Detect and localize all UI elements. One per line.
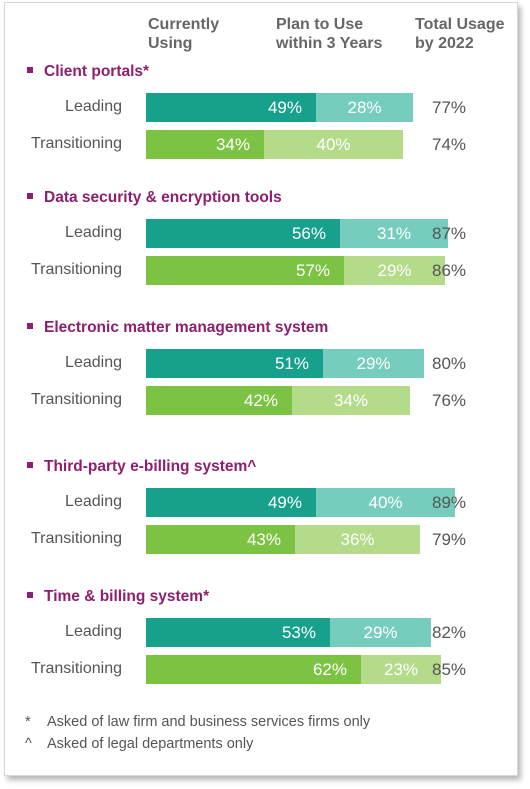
total-usage-value: 74% (432, 135, 467, 154)
section-title-text: Data security & encryption tools (44, 189, 282, 206)
row-label: Leading (65, 98, 122, 115)
column-header-currently-using: Currently Using (148, 16, 220, 52)
footnote-asterisk: * Asked of law firm and business services… (25, 714, 370, 730)
total-usage-value: 79% (432, 530, 467, 549)
footnote-text: Asked of law firm and business services … (47, 714, 371, 730)
bar-plan-to-use: 31% (340, 219, 448, 248)
bullet-square-icon (27, 591, 33, 598)
total-usage-value: 85% (432, 660, 467, 679)
row-label: Transitioning (30, 530, 122, 547)
column-header-total-usage: Total Usage by 2022 (415, 16, 505, 52)
bar-plan-to-use: 40% (264, 130, 403, 159)
bar-plan-to-use: 29% (330, 618, 431, 647)
total-usage-value: 77% (432, 98, 467, 117)
bar-current-using: 43% (146, 525, 295, 554)
bar-plan-to-use: 28% (316, 93, 413, 122)
bar-plan-to-use: 40% (316, 488, 455, 517)
section-title: Time & billing system* (27, 588, 209, 606)
section-title-text: Electronic matter management system (44, 319, 329, 336)
bar-current-using: 42% (146, 386, 292, 415)
row-label: Leading (65, 224, 122, 241)
chart-card: Currently Using Plan to Use within 3 Yea… (4, 2, 518, 776)
section-title: Data security & encryption tools (27, 189, 282, 207)
row-label: Transitioning (30, 391, 122, 408)
row-label: Leading (65, 623, 122, 640)
footnote-mark: ^ (25, 736, 32, 752)
total-usage-value: 87% (432, 224, 467, 243)
row-label: Leading (65, 354, 122, 371)
bar-plan-to-use: 29% (344, 256, 445, 285)
total-usage-value: 80% (432, 354, 467, 373)
bullet-square-icon (27, 461, 33, 468)
bullet-square-icon (27, 66, 33, 73)
section-title-text: Time & billing system* (44, 588, 210, 605)
bullet-square-icon (27, 192, 33, 199)
bar-plan-to-use: 29% (323, 349, 424, 378)
total-usage-value: 82% (432, 623, 467, 642)
footnote-text: Asked of legal departments only (47, 736, 254, 752)
section-title: Electronic matter management system (27, 319, 328, 337)
bar-current-using: 57% (146, 256, 344, 285)
row-label: Transitioning (30, 261, 122, 278)
bar-current-using: 51% (146, 349, 323, 378)
footnote-caret: ^ Asked of legal departments only (25, 736, 253, 752)
total-usage-value: 86% (432, 261, 467, 280)
bar-current-using: 34% (146, 130, 264, 159)
bar-plan-to-use: 34% (292, 386, 410, 415)
bar-plan-to-use: 23% (361, 655, 441, 684)
bar-plan-to-use: 36% (295, 525, 420, 554)
column-header-plan-to-use: Plan to Use within 3 Years (276, 16, 383, 52)
section-title-text: Third-party e-billing system^ (44, 458, 257, 475)
bullet-square-icon (27, 322, 33, 329)
row-label: Transitioning (30, 135, 122, 152)
footnote-mark: * (25, 714, 31, 730)
bar-current-using: 62% (146, 655, 361, 684)
section-title: Client portals* (27, 63, 149, 81)
bar-current-using: 49% (146, 93, 316, 122)
bar-current-using: 49% (146, 488, 316, 517)
row-label: Leading (65, 493, 122, 510)
total-usage-value: 76% (432, 391, 467, 410)
total-usage-value: 89% (432, 493, 467, 512)
bar-current-using: 56% (146, 219, 340, 248)
section-title: Third-party e-billing system^ (27, 458, 256, 476)
section-title-text: Client portals* (44, 63, 150, 80)
bar-current-using: 53% (146, 618, 330, 647)
row-label: Transitioning (30, 660, 122, 677)
